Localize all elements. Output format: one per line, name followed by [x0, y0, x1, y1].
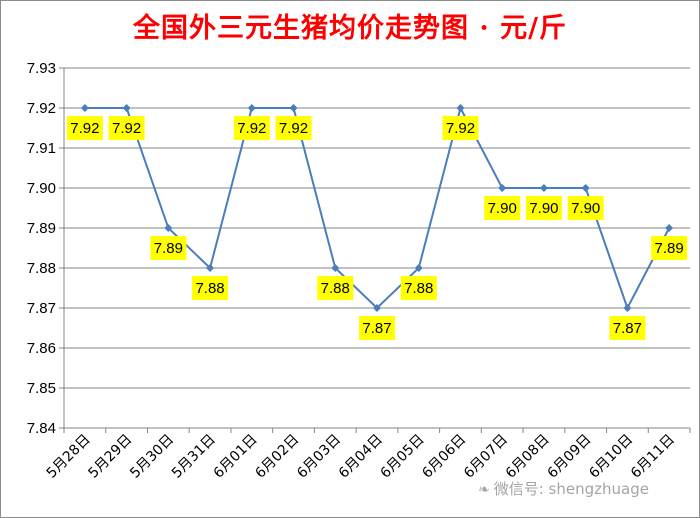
watermark: ❧ 微信号: shengzhuage [478, 478, 649, 499]
x-tick-label: 6月09日 [544, 432, 594, 482]
y-tick-label: 7.92 [27, 100, 56, 117]
y-tick-label: 7.86 [27, 340, 56, 357]
data-point [206, 264, 215, 272]
data-label-box [66, 116, 103, 140]
data-label: 7.92 [446, 120, 475, 137]
x-tick-label: 5月28日 [44, 432, 94, 482]
y-tick-labels: 7.84 7.85 7.86 7.87 7.88 7.89 7.90 7.91 7.92 7.93 [27, 60, 56, 437]
data-point [539, 184, 548, 192]
data-label-box [651, 236, 688, 260]
x-tick-label: 5月31日 [169, 432, 219, 482]
x-tick-label: 6月03日 [294, 432, 344, 482]
data-label: 7.88 [321, 280, 350, 297]
data-point [456, 104, 465, 112]
chart-title: 全国外三元生猪均价走势图 · 元/斤 [132, 13, 568, 44]
x-tick-label: 5月29日 [85, 432, 135, 482]
data-point [247, 104, 256, 112]
data-point [623, 304, 632, 312]
data-point [80, 104, 89, 112]
x-tick-label: 6月11日 [628, 432, 678, 482]
data-point [373, 304, 381, 312]
data-label: 7.90 [571, 200, 600, 217]
data-label: 7.88 [195, 280, 224, 297]
data-label: 7.87 [362, 320, 391, 337]
y-tick-label: 7.90 [27, 180, 56, 197]
data-label: 7.92 [112, 120, 141, 137]
data-label: 7.88 [404, 280, 433, 297]
data-label: 7.92 [279, 120, 308, 137]
data-label-box [567, 196, 604, 220]
data-label: 7.87 [613, 320, 642, 337]
data-label-box [442, 116, 479, 140]
y-tick-label: 7.85 [27, 380, 56, 397]
x-tick-label: 6月02日 [252, 432, 302, 482]
x-tick-label: 5月30日 [127, 432, 177, 482]
data-label: 7.92 [237, 120, 266, 137]
y-tick-label: 7.91 [27, 140, 56, 157]
data-point [498, 184, 507, 192]
data-label-box [192, 276, 229, 300]
data-label-box [484, 196, 521, 220]
x-tick-label: 6月08日 [503, 432, 553, 482]
data-labels: 7.92 7.92 7.89 7.88 7.92 7.92 7.88 7.87 7.88 7.92… [66, 116, 688, 340]
x-tick-label: 6月06日 [419, 432, 469, 482]
y-tick-label: 7.87 [27, 300, 56, 317]
y-tick-label: 7.88 [27, 260, 56, 277]
axes [59, 67, 691, 433]
data-point [414, 264, 423, 272]
data-label: 7.90 [488, 200, 517, 217]
data-label-box [400, 276, 437, 300]
data-point [665, 224, 674, 232]
x-tick-label: 6月01日 [211, 432, 261, 482]
data-label-box [150, 236, 187, 260]
data-point [122, 104, 131, 112]
data-point [289, 104, 298, 112]
data-label-box [233, 116, 270, 140]
data-label: 7.92 [70, 120, 99, 137]
data-point [581, 184, 590, 192]
x-tick-label: 6月07日 [461, 432, 511, 482]
data-label: 7.89 [154, 240, 183, 257]
y-tick-label: 7.89 [27, 220, 56, 237]
data-label-box [609, 316, 646, 340]
data-point [164, 224, 173, 232]
wechat-icon: ❧ [478, 482, 490, 498]
y-tick-label: 7.84 [27, 420, 56, 437]
data-label: 7.89 [655, 240, 684, 257]
data-label-box [275, 116, 312, 140]
x-tick-label: 6月04日 [336, 432, 386, 482]
data-label-box [108, 116, 145, 140]
watermark-text: 微信号: shengzhuage [493, 480, 649, 498]
x-tick-label: 6月10日 [586, 432, 636, 482]
x-tick-labels: 5月28日5月29日5月30日5月31日6月01日6月02日6月03日6月04日… [44, 432, 678, 482]
x-tick-label: 6月05日 [378, 432, 428, 482]
data-label: 7.90 [529, 200, 558, 217]
data-point [331, 264, 340, 272]
y-tick-label: 7.93 [27, 60, 56, 77]
data-label-box [359, 316, 395, 340]
data-label-box [525, 196, 562, 220]
data-label-box [317, 276, 354, 300]
